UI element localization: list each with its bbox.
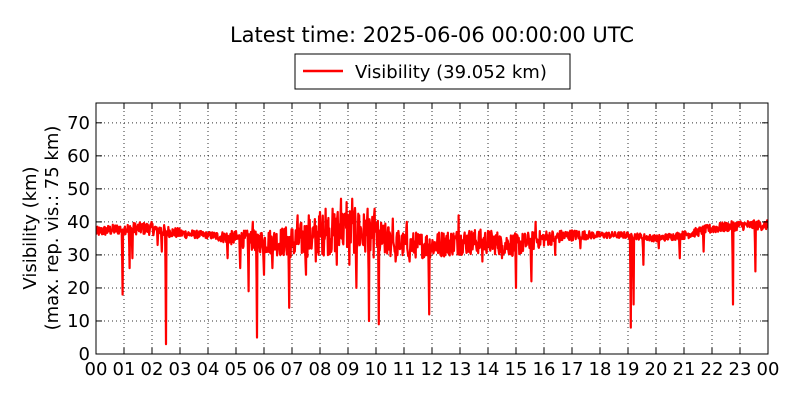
- x-tick-label: 21: [673, 359, 696, 380]
- x-tick-label: 17: [561, 359, 584, 380]
- y-tick-label: 10: [67, 311, 90, 332]
- y-tick-label: 40: [67, 212, 90, 233]
- x-tick-label: 19: [617, 359, 640, 380]
- plot-frame: [95, 102, 769, 355]
- x-tick-label: 04: [197, 359, 220, 380]
- x-tick-label: 15: [505, 359, 528, 380]
- x-tick-label: 22: [701, 359, 724, 380]
- y-tick-label: 50: [67, 179, 90, 200]
- y-axis-label-line2: (max. rep. vis.: 75 km): [42, 126, 63, 331]
- x-tick-label: 08: [309, 359, 332, 380]
- x-tick-labels: 00 01 02 03 04 05 06 07 08 09 10 11 12 13 14 15 16 17 18 19…: [85, 359, 780, 380]
- chart-title: Latest time: 2025-06-06 00:00:00 UTC: [230, 23, 634, 47]
- x-tick-label: 11: [393, 359, 416, 380]
- legend-label: Visibility (39.052 km): [355, 62, 547, 83]
- x-tick-label: 16: [533, 359, 556, 380]
- x-tick-label: 06: [253, 359, 276, 380]
- x-tick-label: 12: [421, 359, 444, 380]
- y-axis-label-line1: Visibility (km): [20, 166, 41, 289]
- x-tick-label: 01: [113, 359, 136, 380]
- x-tick-label: 02: [141, 359, 164, 380]
- x-tick-label: 00: [757, 359, 780, 380]
- x-tick-label: 14: [477, 359, 500, 380]
- x-tick-label: 18: [589, 359, 612, 380]
- x-tick-label: 20: [645, 359, 668, 380]
- y-axis-label: Visibility (km) (max. rep. vis.: 75 km): [20, 126, 63, 331]
- x-tick-label: 09: [337, 359, 360, 380]
- plot-area: [96, 197, 768, 346]
- x-tick-label: 00: [85, 359, 108, 380]
- y-tick-label: 70: [67, 113, 90, 134]
- grid-lines: [96, 103, 768, 354]
- y-tick-labels: 0 10 20 30 40 50 60 70: [67, 113, 90, 365]
- x-tick-label: 10: [365, 359, 388, 380]
- x-tick-label: 03: [169, 359, 192, 380]
- y-tick-label: 0: [79, 344, 90, 365]
- y-tick-label: 60: [67, 146, 90, 167]
- legend: Visibility (39.052 km): [294, 53, 571, 90]
- x-tick-label: 07: [281, 359, 304, 380]
- x-tick-label: 13: [449, 359, 472, 380]
- x-tick-label: 05: [225, 359, 248, 380]
- y-tick-label: 20: [67, 278, 90, 299]
- x-tick-label: 23: [729, 359, 752, 380]
- y-tick-label: 30: [67, 245, 90, 266]
- visibility-series-line: [96, 197, 768, 346]
- axis-ticks: [95, 103, 769, 355]
